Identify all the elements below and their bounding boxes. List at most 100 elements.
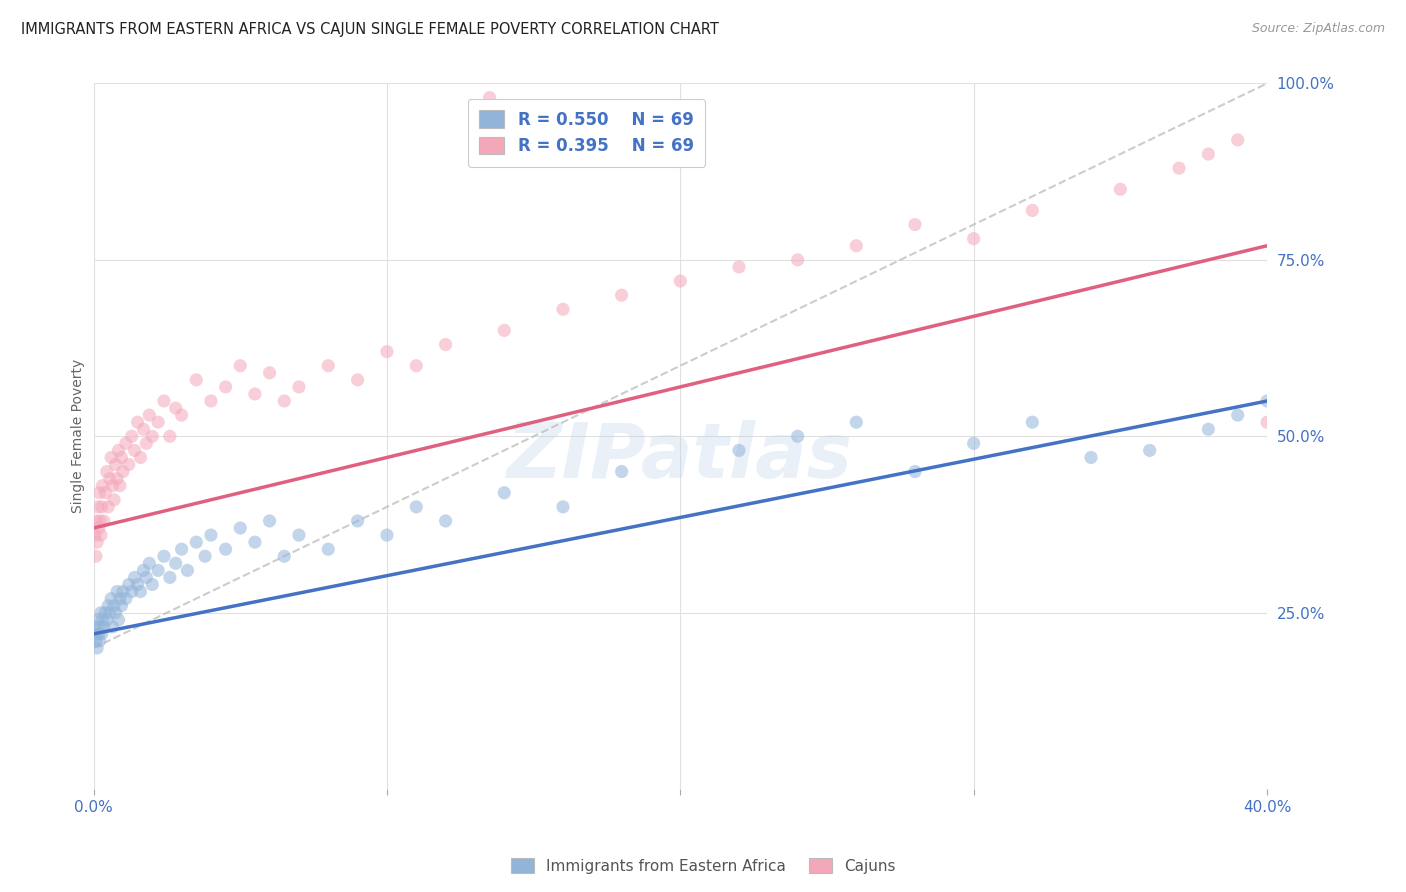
Point xyxy=(138,557,160,571)
Point xyxy=(170,542,193,557)
Point xyxy=(90,528,112,542)
Point xyxy=(273,549,295,564)
Point xyxy=(186,535,208,549)
Point xyxy=(375,344,398,359)
Y-axis label: Single Female Poverty: Single Female Poverty xyxy=(72,359,86,514)
Point xyxy=(1256,415,1278,429)
Point xyxy=(96,465,118,479)
Point xyxy=(146,415,169,429)
Point xyxy=(728,260,751,274)
Point xyxy=(316,359,339,373)
Point xyxy=(1109,182,1132,196)
Point xyxy=(129,584,152,599)
Point xyxy=(963,436,986,450)
Point xyxy=(434,337,457,351)
Point xyxy=(124,443,146,458)
Point xyxy=(94,606,117,620)
Point xyxy=(103,599,125,613)
Point xyxy=(243,387,266,401)
Point xyxy=(904,218,927,232)
Point xyxy=(845,239,868,253)
Point xyxy=(103,492,125,507)
Point xyxy=(132,563,155,577)
Point xyxy=(551,500,574,514)
Point xyxy=(434,514,457,528)
Point xyxy=(551,302,574,317)
Point xyxy=(90,500,112,514)
Point xyxy=(259,366,281,380)
Point xyxy=(94,485,117,500)
Point xyxy=(121,429,143,443)
Point xyxy=(91,613,114,627)
Point xyxy=(91,478,114,492)
Point xyxy=(494,485,516,500)
Point xyxy=(153,394,176,409)
Point xyxy=(141,577,163,591)
Point xyxy=(904,465,927,479)
Point xyxy=(375,528,398,542)
Text: ZIPatlas: ZIPatlas xyxy=(508,420,853,494)
Point xyxy=(153,549,176,564)
Point xyxy=(89,485,111,500)
Point xyxy=(346,373,368,387)
Point xyxy=(1197,147,1219,161)
Point xyxy=(214,380,236,394)
Point xyxy=(115,591,138,606)
Point xyxy=(93,514,115,528)
Point xyxy=(610,288,633,302)
Point xyxy=(1139,443,1161,458)
Point xyxy=(107,613,129,627)
Point xyxy=(288,528,311,542)
Point xyxy=(87,627,110,641)
Text: IMMIGRANTS FROM EASTERN AFRICA VS CAJUN SINGLE FEMALE POVERTY CORRELATION CHART: IMMIGRANTS FROM EASTERN AFRICA VS CAJUN … xyxy=(21,22,718,37)
Point xyxy=(101,478,124,492)
Point xyxy=(121,584,143,599)
Point xyxy=(186,373,208,387)
Point xyxy=(89,620,111,634)
Point xyxy=(845,415,868,429)
Point xyxy=(1256,394,1278,409)
Point xyxy=(93,620,115,634)
Point xyxy=(101,620,124,634)
Point xyxy=(108,591,131,606)
Point xyxy=(89,634,111,648)
Point xyxy=(1021,203,1043,218)
Point xyxy=(86,514,108,528)
Point xyxy=(100,591,122,606)
Point xyxy=(494,323,516,337)
Point xyxy=(1168,161,1191,175)
Point xyxy=(127,415,149,429)
Point xyxy=(87,521,110,535)
Point xyxy=(316,542,339,557)
Point xyxy=(97,500,120,514)
Point xyxy=(111,465,134,479)
Point xyxy=(97,599,120,613)
Legend: R = 0.550    N = 69, R = 0.395    N = 69: R = 0.550 N = 69, R = 0.395 N = 69 xyxy=(468,99,706,167)
Point xyxy=(159,429,181,443)
Point xyxy=(135,436,157,450)
Point xyxy=(610,465,633,479)
Point xyxy=(98,472,121,486)
Point xyxy=(214,542,236,557)
Point xyxy=(146,563,169,577)
Point xyxy=(1226,408,1249,422)
Point xyxy=(170,408,193,422)
Point xyxy=(86,640,108,655)
Point xyxy=(110,450,132,465)
Point xyxy=(100,450,122,465)
Point xyxy=(963,232,986,246)
Point xyxy=(259,514,281,528)
Point xyxy=(135,570,157,584)
Point xyxy=(90,606,112,620)
Point xyxy=(87,613,110,627)
Point xyxy=(273,394,295,409)
Point xyxy=(132,422,155,436)
Point xyxy=(176,563,198,577)
Point xyxy=(1021,415,1043,429)
Point xyxy=(165,557,187,571)
Point xyxy=(107,443,129,458)
Point xyxy=(1080,450,1102,465)
Point xyxy=(87,500,110,514)
Point xyxy=(115,436,138,450)
Point xyxy=(786,252,808,267)
